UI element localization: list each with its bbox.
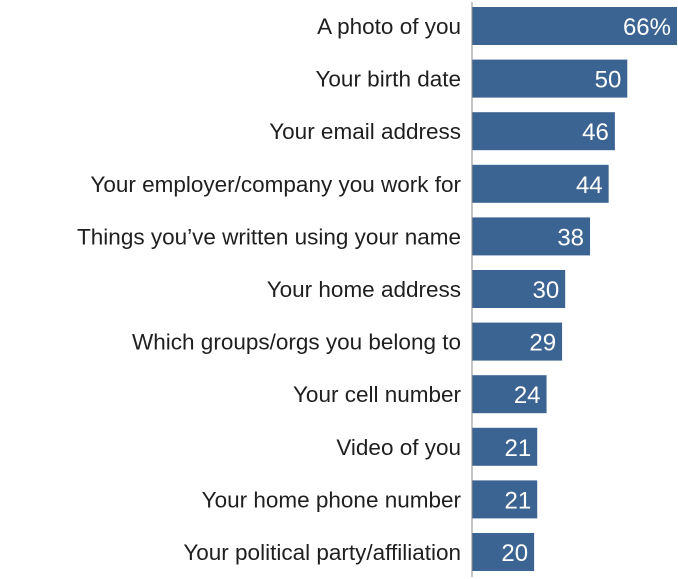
bar-value-label: 24	[514, 382, 541, 409]
bar-value-label: 66%	[623, 14, 671, 41]
bar	[472, 480, 538, 519]
category-label: Your home phone number	[202, 487, 462, 512]
bar	[472, 270, 566, 308]
category-label: Your email address	[269, 119, 461, 144]
bar-value-label: 46	[582, 119, 609, 146]
category-label: Your birth date	[315, 67, 461, 92]
bar	[472, 59, 628, 98]
category-label: Video of you	[336, 435, 461, 460]
bar-value-label: 21	[505, 435, 532, 462]
category-label: Your home address	[267, 277, 461, 302]
bar-value-label: 29	[529, 330, 556, 357]
bar	[472, 217, 591, 256]
bar-value-label: 44	[576, 172, 603, 199]
category-label: Things you’ve written using your name	[77, 224, 461, 249]
bar-value-label: 38	[557, 224, 584, 251]
bar	[472, 322, 563, 361]
category-label: Your employer/company you work for	[90, 172, 461, 197]
bar	[472, 112, 615, 151]
category-label: Your cell number	[293, 382, 462, 407]
category-label: Your political party/affiliation	[183, 540, 461, 565]
bar-value-label: 50	[595, 67, 622, 94]
bar	[472, 375, 547, 414]
bar	[472, 533, 535, 571]
category-label: Which groups/orgs you belong to	[132, 330, 461, 355]
category-label: A photo of you	[317, 14, 461, 39]
bar-value-label: 30	[532, 277, 559, 304]
bar-value-label: 20	[501, 540, 528, 567]
bar-value-label: 21	[505, 487, 532, 514]
bar	[472, 427, 538, 466]
bar	[472, 164, 609, 203]
bar	[472, 7, 677, 45]
